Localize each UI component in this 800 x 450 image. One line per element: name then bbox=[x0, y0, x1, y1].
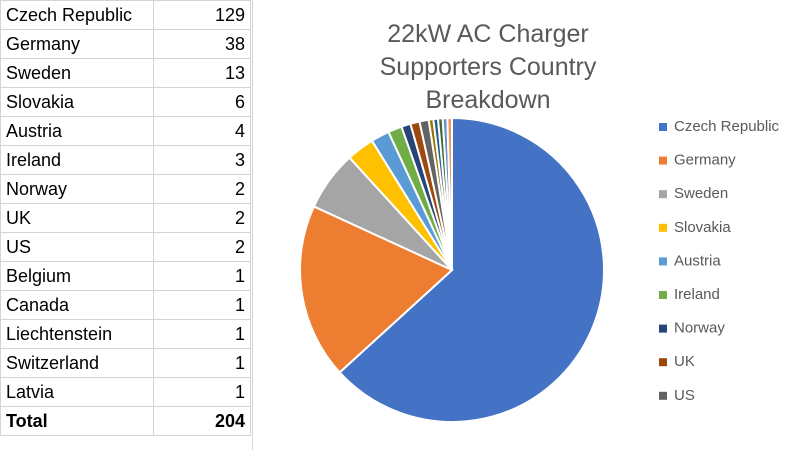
pie-slice bbox=[446, 116, 453, 271]
chart: Czech Republic Germany Sweden Slovakia Austr… bbox=[252, 0, 800, 450]
legend-swatch bbox=[659, 257, 667, 266]
data-table: Czech Republic 129 Germany 38 Sweden 13 Slovak… bbox=[0, 0, 251, 436]
cell-label: Norway bbox=[0, 174, 154, 204]
legend-swatch bbox=[659, 156, 667, 165]
cell-label: Germany bbox=[0, 29, 154, 59]
table-row: Latvia 1 bbox=[0, 377, 251, 407]
table-row: Slovakia 6 bbox=[0, 87, 251, 117]
cell-value: 13 bbox=[153, 58, 251, 88]
cell-label: Total bbox=[0, 406, 154, 436]
cell-value: 2 bbox=[153, 232, 251, 262]
cell-value: 4 bbox=[153, 116, 251, 146]
cell-label: Slovakia bbox=[0, 87, 154, 117]
table-row: Germany 38 bbox=[0, 29, 251, 59]
cell-label: Ireland bbox=[0, 145, 154, 175]
cell-value: 1 bbox=[153, 319, 251, 349]
cell-value: 1 bbox=[153, 290, 251, 320]
legend-label: Ireland bbox=[674, 286, 720, 303]
cell-value: 1 bbox=[153, 377, 251, 407]
legend-swatch bbox=[659, 324, 667, 333]
table-row: Switzerland 1 bbox=[0, 348, 251, 378]
cell-value: 129 bbox=[153, 0, 251, 30]
legend-swatch bbox=[659, 190, 667, 199]
cell-value: 2 bbox=[153, 174, 251, 204]
legend-label: Slovakia bbox=[674, 219, 731, 236]
table-row: US 2 bbox=[0, 232, 251, 262]
table-row: Czech Republic 129 bbox=[0, 0, 251, 30]
legend-swatch bbox=[659, 291, 667, 299]
table-row: Ireland 3 bbox=[0, 145, 251, 175]
legend-swatch bbox=[659, 223, 667, 232]
pie-slice bbox=[338, 116, 605, 423]
cell-label: Liechtenstein bbox=[0, 319, 154, 349]
cell-label: Canada bbox=[0, 290, 154, 320]
cell-label: UK bbox=[0, 203, 154, 233]
table-row: Norway 2 bbox=[0, 174, 251, 204]
table-row: Canada 1 bbox=[0, 290, 251, 320]
chart-svg: Czech Republic Germany Sweden Slovakia Austr… bbox=[299, 116, 780, 423]
cell-label: Austria bbox=[0, 116, 154, 146]
cell-value: 38 bbox=[153, 29, 251, 59]
cell-label: Belgium bbox=[0, 261, 154, 291]
legend-label: Germany bbox=[674, 152, 736, 169]
cell-label: Sweden bbox=[0, 58, 154, 88]
cell-label: Switzerland bbox=[0, 348, 154, 378]
table-row: UK 2 bbox=[0, 203, 251, 233]
table-row: Austria 4 bbox=[0, 116, 251, 146]
pie-slice bbox=[299, 205, 454, 374]
legend-swatch bbox=[659, 391, 667, 400]
cell-value: 2 bbox=[153, 203, 251, 233]
legend-swatch bbox=[659, 123, 667, 131]
table-row: Belgium 1 bbox=[0, 261, 251, 291]
cell-label: US bbox=[0, 232, 154, 262]
cell-value: 204 bbox=[153, 406, 251, 436]
chart-title: 22kW AC Charger Supporters Country Break… bbox=[379, 20, 597, 114]
cell-value: 3 bbox=[153, 145, 251, 175]
cell-value: 1 bbox=[153, 348, 251, 378]
legend-label: Austria bbox=[674, 252, 721, 269]
legend-label: UK bbox=[674, 353, 695, 370]
legend-label: Norway bbox=[674, 320, 725, 337]
cell-label: Latvia bbox=[0, 377, 154, 407]
cell-value: 6 bbox=[153, 87, 251, 117]
table-row: Liechtenstein 1 bbox=[0, 319, 251, 349]
table-row: Sweden 13 bbox=[0, 58, 251, 88]
legend-label: Sweden bbox=[674, 185, 728, 202]
cell-label: Czech Republic bbox=[0, 0, 154, 30]
legend-swatch bbox=[659, 358, 667, 367]
legend-label: Czech Republic bbox=[674, 118, 780, 135]
table-row: Total 204 bbox=[0, 406, 251, 436]
legend-label: US bbox=[674, 387, 695, 404]
cell-value: 1 bbox=[153, 261, 251, 291]
